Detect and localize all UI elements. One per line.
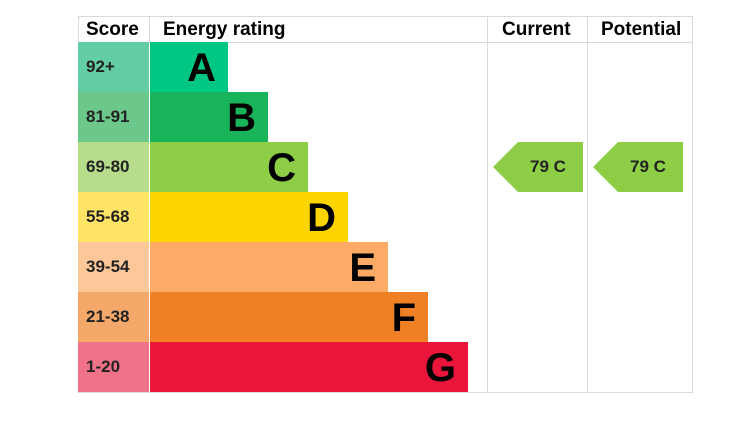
rating-bar-c: C: [150, 142, 308, 192]
header-divider: [78, 42, 693, 43]
current-arrow-shape: [493, 142, 583, 192]
potential-arrow-shape: [593, 142, 683, 192]
current-rating-arrow: 79 C: [493, 142, 583, 192]
rating-letter-a: A: [187, 46, 216, 90]
score-cell-a: 92+: [78, 42, 149, 92]
score-cell-b: 81-91: [78, 92, 149, 142]
rating-bar-a: A: [150, 42, 228, 92]
bottom-border: [78, 392, 693, 393]
current-rating-value: 79 C: [530, 157, 566, 176]
score-cell-d: 55-68: [78, 192, 149, 242]
top-border: [78, 16, 693, 17]
rating-bar-d: D: [150, 192, 348, 242]
right-border: [692, 16, 693, 393]
rating-letter-e: E: [349, 246, 376, 290]
energy-rating-header: Energy rating: [163, 19, 286, 40]
energy-rating-chart: Score Energy rating Current Potential 92…: [78, 16, 693, 393]
potential-header: Potential: [601, 19, 682, 40]
score-cell-c: 69-80: [78, 142, 149, 192]
rating-letter-d: D: [307, 196, 336, 240]
score-cell-f: 21-38: [78, 292, 149, 342]
rating-bar-g: G: [150, 342, 468, 392]
score-cell-e: 39-54: [78, 242, 149, 292]
rating-letter-g: G: [424, 346, 456, 390]
score-header: Score: [86, 19, 139, 40]
current-header: Current: [502, 19, 571, 40]
rating-bar-b: B: [150, 92, 268, 142]
rating-bar-f: F: [150, 292, 428, 342]
rating-letter-f: F: [391, 296, 416, 340]
potential-rating-arrow: 79 C: [593, 142, 683, 192]
rating-bar-e: E: [150, 242, 388, 292]
rating-letter-b: B: [227, 96, 256, 140]
potential-rating-value: 79 C: [630, 157, 666, 176]
potential-divider: [587, 16, 588, 393]
current-divider: [487, 16, 488, 393]
score-divider: [149, 16, 150, 42]
score-cell-g: 1-20: [78, 342, 149, 392]
rating-letter-c: C: [267, 146, 296, 190]
